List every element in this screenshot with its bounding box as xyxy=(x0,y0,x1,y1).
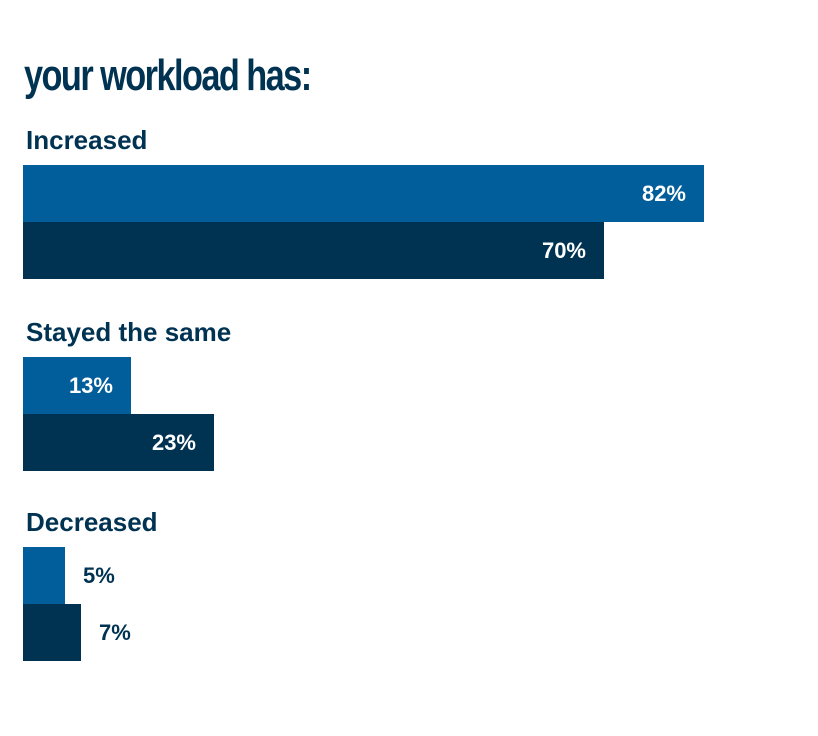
chart-title: your workload has: xyxy=(24,51,312,100)
category-label: Stayed the same xyxy=(26,317,232,347)
data-label: 23% xyxy=(151,430,196,455)
data-label: 13% xyxy=(68,373,113,398)
bar-1 xyxy=(23,165,704,222)
bar-2 xyxy=(23,222,604,279)
bar-2 xyxy=(23,414,214,471)
bar-1 xyxy=(23,357,131,414)
category-label: Increased xyxy=(26,125,148,155)
data-label: 7% xyxy=(99,620,131,645)
data-label: 5% xyxy=(83,563,115,588)
data-label: 82% xyxy=(641,181,686,206)
data-label: 70% xyxy=(541,238,586,263)
category-label: Decreased xyxy=(26,507,158,537)
bar-1 xyxy=(23,547,65,604)
bar-2 xyxy=(23,604,81,661)
